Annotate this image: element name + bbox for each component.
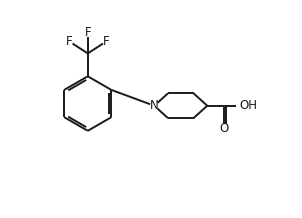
Text: F: F: [85, 26, 91, 39]
Text: O: O: [219, 122, 228, 135]
Text: F: F: [103, 35, 110, 48]
Text: N: N: [150, 99, 159, 112]
Text: F: F: [66, 35, 72, 48]
Text: OH: OH: [239, 99, 258, 112]
